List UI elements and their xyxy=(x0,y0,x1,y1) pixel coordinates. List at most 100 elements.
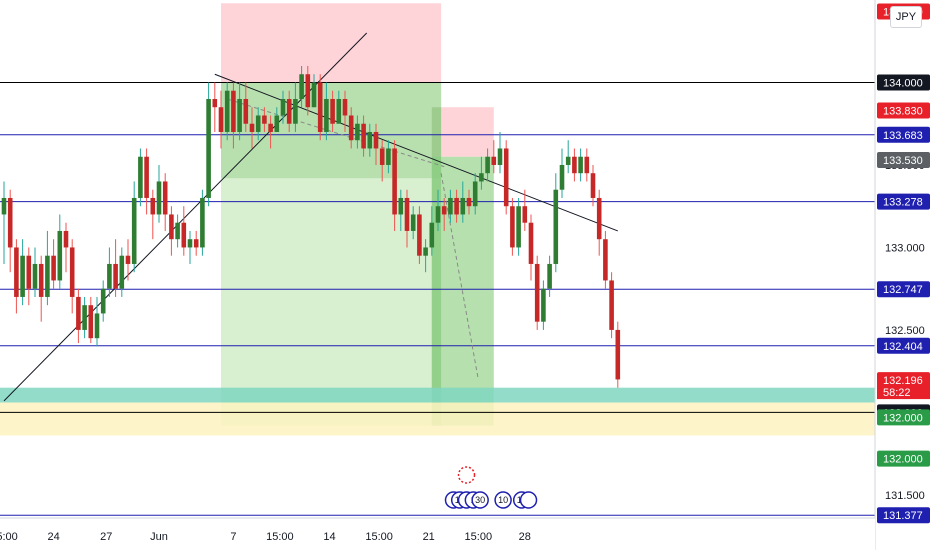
candle-body xyxy=(107,263,112,289)
candle-body xyxy=(441,206,447,215)
candle-body xyxy=(559,164,565,190)
price-tag-bg xyxy=(877,102,930,119)
candle-body xyxy=(491,156,497,165)
time-label: 28 xyxy=(519,531,531,543)
candle-body xyxy=(262,115,267,124)
price-tag-label: 133.830 xyxy=(883,106,923,118)
event-marker xyxy=(519,491,538,509)
price-tag-label: 134.000 xyxy=(883,77,923,89)
candle-body xyxy=(293,98,298,124)
time-label: 14 xyxy=(323,531,335,543)
candle-body xyxy=(590,173,596,198)
candle-body xyxy=(32,263,38,289)
candle-body xyxy=(237,98,242,132)
price-tag-label: 132.404 xyxy=(883,341,923,353)
price-tag-bg xyxy=(877,337,930,354)
time-label: 15:00 xyxy=(0,531,18,543)
candle-body xyxy=(69,247,75,297)
candle-body xyxy=(218,107,224,132)
zone-demand_band-7 xyxy=(0,402,875,436)
candle-body xyxy=(144,156,149,198)
candle-body xyxy=(472,181,478,207)
candle-body xyxy=(14,247,19,297)
candle-body xyxy=(609,280,614,330)
price-tag-bg xyxy=(877,372,930,389)
price-tag-label: 132.000 xyxy=(883,412,923,424)
currency-button[interactable]: JPY xyxy=(890,6,922,28)
candle-body xyxy=(584,156,590,174)
time-label: 7 xyxy=(230,531,236,543)
candle-body xyxy=(299,74,304,99)
candle-body xyxy=(379,148,385,165)
price-tag-label: 131.377 xyxy=(883,510,923,522)
candle-body xyxy=(534,263,540,322)
candle-body xyxy=(392,148,397,215)
candle-body xyxy=(386,148,391,165)
candle-body xyxy=(193,239,199,248)
price-tick-label: 132.500 xyxy=(885,325,925,337)
candle-body xyxy=(503,148,509,207)
candle-body xyxy=(355,123,360,141)
candle-body xyxy=(212,98,218,108)
candle-body xyxy=(541,288,546,322)
candle-body xyxy=(565,156,571,165)
candle-body xyxy=(175,222,180,240)
candle-body xyxy=(373,131,379,149)
candle-body xyxy=(448,197,453,215)
candle-body xyxy=(361,123,366,149)
candle-body xyxy=(466,197,472,207)
candle-body xyxy=(169,214,174,240)
event-marker-alert xyxy=(457,466,476,484)
candle-body xyxy=(305,74,311,108)
candle-body xyxy=(510,206,515,248)
event-marker xyxy=(494,491,512,509)
price-tag-label: 132.000 xyxy=(883,454,923,466)
price-tick-label: 133.000 xyxy=(885,242,925,254)
candle-body xyxy=(45,255,50,297)
candle-body xyxy=(311,82,317,108)
candle-body xyxy=(516,206,521,248)
candle-body xyxy=(38,263,44,297)
time-label: Jun xyxy=(150,531,168,543)
candle-body xyxy=(497,148,503,165)
candle-body xyxy=(280,98,286,116)
price-tag-bg xyxy=(877,152,930,169)
price-tag-bg xyxy=(877,450,930,467)
candle-body xyxy=(348,115,354,141)
candle-body xyxy=(224,90,230,132)
candle-body xyxy=(596,197,602,240)
time-label: 24 xyxy=(47,531,59,543)
price-tag-bg xyxy=(877,193,930,210)
candle-body xyxy=(51,255,56,281)
candle-body xyxy=(231,90,236,132)
candle-body xyxy=(423,247,428,256)
time-axis-panel xyxy=(0,518,875,550)
candle-body xyxy=(206,98,211,198)
candle-body xyxy=(249,123,255,132)
candle-body xyxy=(429,222,435,248)
candle-body xyxy=(317,82,323,132)
event-marker-label: 30 xyxy=(475,495,485,505)
price-tag-label: 133.683 xyxy=(883,130,923,142)
candle-body xyxy=(342,98,348,116)
candle-body xyxy=(150,197,156,215)
countdown-bg xyxy=(877,385,930,400)
candle-body xyxy=(553,189,559,264)
candle-body xyxy=(485,156,490,174)
time-label: 21 xyxy=(423,531,435,543)
candle-body xyxy=(187,239,193,248)
candle-body xyxy=(88,305,94,339)
candle-body xyxy=(100,288,106,314)
candle-body xyxy=(274,115,280,132)
candle-body xyxy=(460,197,466,215)
candle-body xyxy=(336,98,342,124)
candle-body xyxy=(324,98,329,132)
time-label: 15:00 xyxy=(365,531,393,543)
candle-body xyxy=(243,98,249,124)
candle-body xyxy=(125,255,131,264)
price-tick-label: 131.500 xyxy=(885,490,925,502)
candle-body xyxy=(156,181,162,215)
candle-body xyxy=(615,329,621,380)
candle-body xyxy=(162,181,168,215)
